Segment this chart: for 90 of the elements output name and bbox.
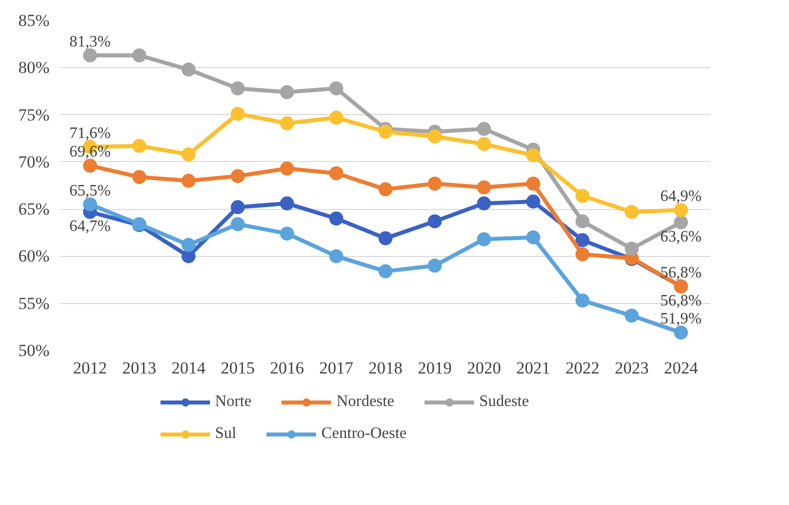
- legend-label: Nordeste: [336, 393, 394, 411]
- y-tick-label: 70%: [18, 152, 50, 172]
- point: [132, 48, 146, 62]
- point: [428, 129, 442, 144]
- y-tick-label: 85%: [18, 11, 50, 30]
- point: [476, 196, 491, 210]
- point: [378, 182, 392, 196]
- x-tick-label: 2017: [319, 358, 354, 378]
- data-label: 56,8%: [660, 264, 702, 282]
- point: [230, 169, 245, 184]
- x-tick-label: 2018: [368, 358, 402, 378]
- data-label: 51,9%: [660, 310, 702, 328]
- legend-label: Sul: [215, 425, 236, 443]
- point: [674, 326, 688, 340]
- point: [83, 48, 98, 62]
- point: [182, 147, 196, 162]
- point: [575, 188, 590, 203]
- point: [132, 170, 146, 184]
- point: [230, 81, 245, 96]
- point: [378, 231, 392, 246]
- point: [428, 214, 442, 228]
- data-label: 64,7%: [69, 218, 111, 235]
- point: [674, 215, 688, 230]
- point: [280, 196, 294, 210]
- x-tick-label: 2022: [565, 358, 600, 378]
- point: [575, 214, 590, 228]
- point: [83, 197, 98, 212]
- data-label: 69,6%: [69, 144, 111, 161]
- point: [182, 62, 196, 77]
- point: [624, 204, 639, 219]
- x-tick-label: 2014: [172, 358, 206, 378]
- point: [329, 212, 344, 226]
- x-tick-label: 2013: [122, 358, 156, 378]
- point: [378, 264, 392, 278]
- point: [575, 233, 590, 248]
- x-tick-label: 2012: [73, 358, 108, 378]
- x-tick-label: 2024: [664, 358, 698, 378]
- legend-label: Sudeste: [479, 393, 529, 411]
- x-tick-label: 2021: [516, 358, 550, 378]
- x-tick-label: 2015: [220, 358, 255, 378]
- point: [230, 217, 245, 232]
- point: [280, 85, 294, 100]
- point: [280, 162, 294, 176]
- x-tick-label: 2016: [270, 358, 304, 378]
- point: [526, 230, 540, 244]
- x-tick-label: 2020: [466, 358, 501, 378]
- y-tick-label: 55%: [18, 294, 50, 313]
- x-tick-label: 2019: [418, 358, 452, 378]
- point: [476, 180, 491, 194]
- point: [476, 232, 491, 246]
- point: [526, 194, 540, 209]
- point: [132, 138, 146, 153]
- point: [182, 249, 196, 264]
- data-label: 71,6%: [69, 124, 111, 142]
- point: [280, 226, 294, 241]
- point: [624, 242, 639, 256]
- data-label: 56,8%: [660, 292, 702, 310]
- point: [428, 258, 442, 273]
- legend-label: Norte: [215, 393, 252, 411]
- point: [476, 137, 491, 151]
- point: [674, 203, 688, 217]
- y-tick-label: 50%: [18, 341, 50, 360]
- x-tick-label: 2023: [614, 358, 649, 378]
- point: [624, 308, 639, 323]
- point: [83, 158, 98, 173]
- data-label: 63,6%: [660, 228, 702, 246]
- point: [230, 106, 245, 121]
- point: [280, 116, 294, 130]
- point: [182, 238, 196, 252]
- point: [526, 148, 540, 162]
- point: [575, 294, 590, 308]
- point: [428, 176, 442, 191]
- y-tick-label: 65%: [18, 200, 50, 219]
- y-tick-label: 80%: [18, 58, 50, 78]
- point: [329, 249, 344, 264]
- point: [182, 174, 196, 188]
- data-label: 64,9%: [660, 188, 702, 206]
- data-label: 65,5%: [69, 182, 111, 200]
- point: [526, 176, 540, 191]
- point: [329, 166, 344, 180]
- legend-label: Centro-Oeste: [321, 425, 407, 443]
- y-tick-label: 60%: [18, 246, 50, 266]
- data-label: 81,3%: [69, 33, 111, 50]
- point: [230, 200, 245, 214]
- point: [329, 81, 344, 96]
- point: [329, 110, 344, 125]
- point: [378, 124, 392, 139]
- point: [575, 247, 590, 262]
- point: [476, 122, 491, 136]
- y-tick-label: 75%: [18, 105, 50, 124]
